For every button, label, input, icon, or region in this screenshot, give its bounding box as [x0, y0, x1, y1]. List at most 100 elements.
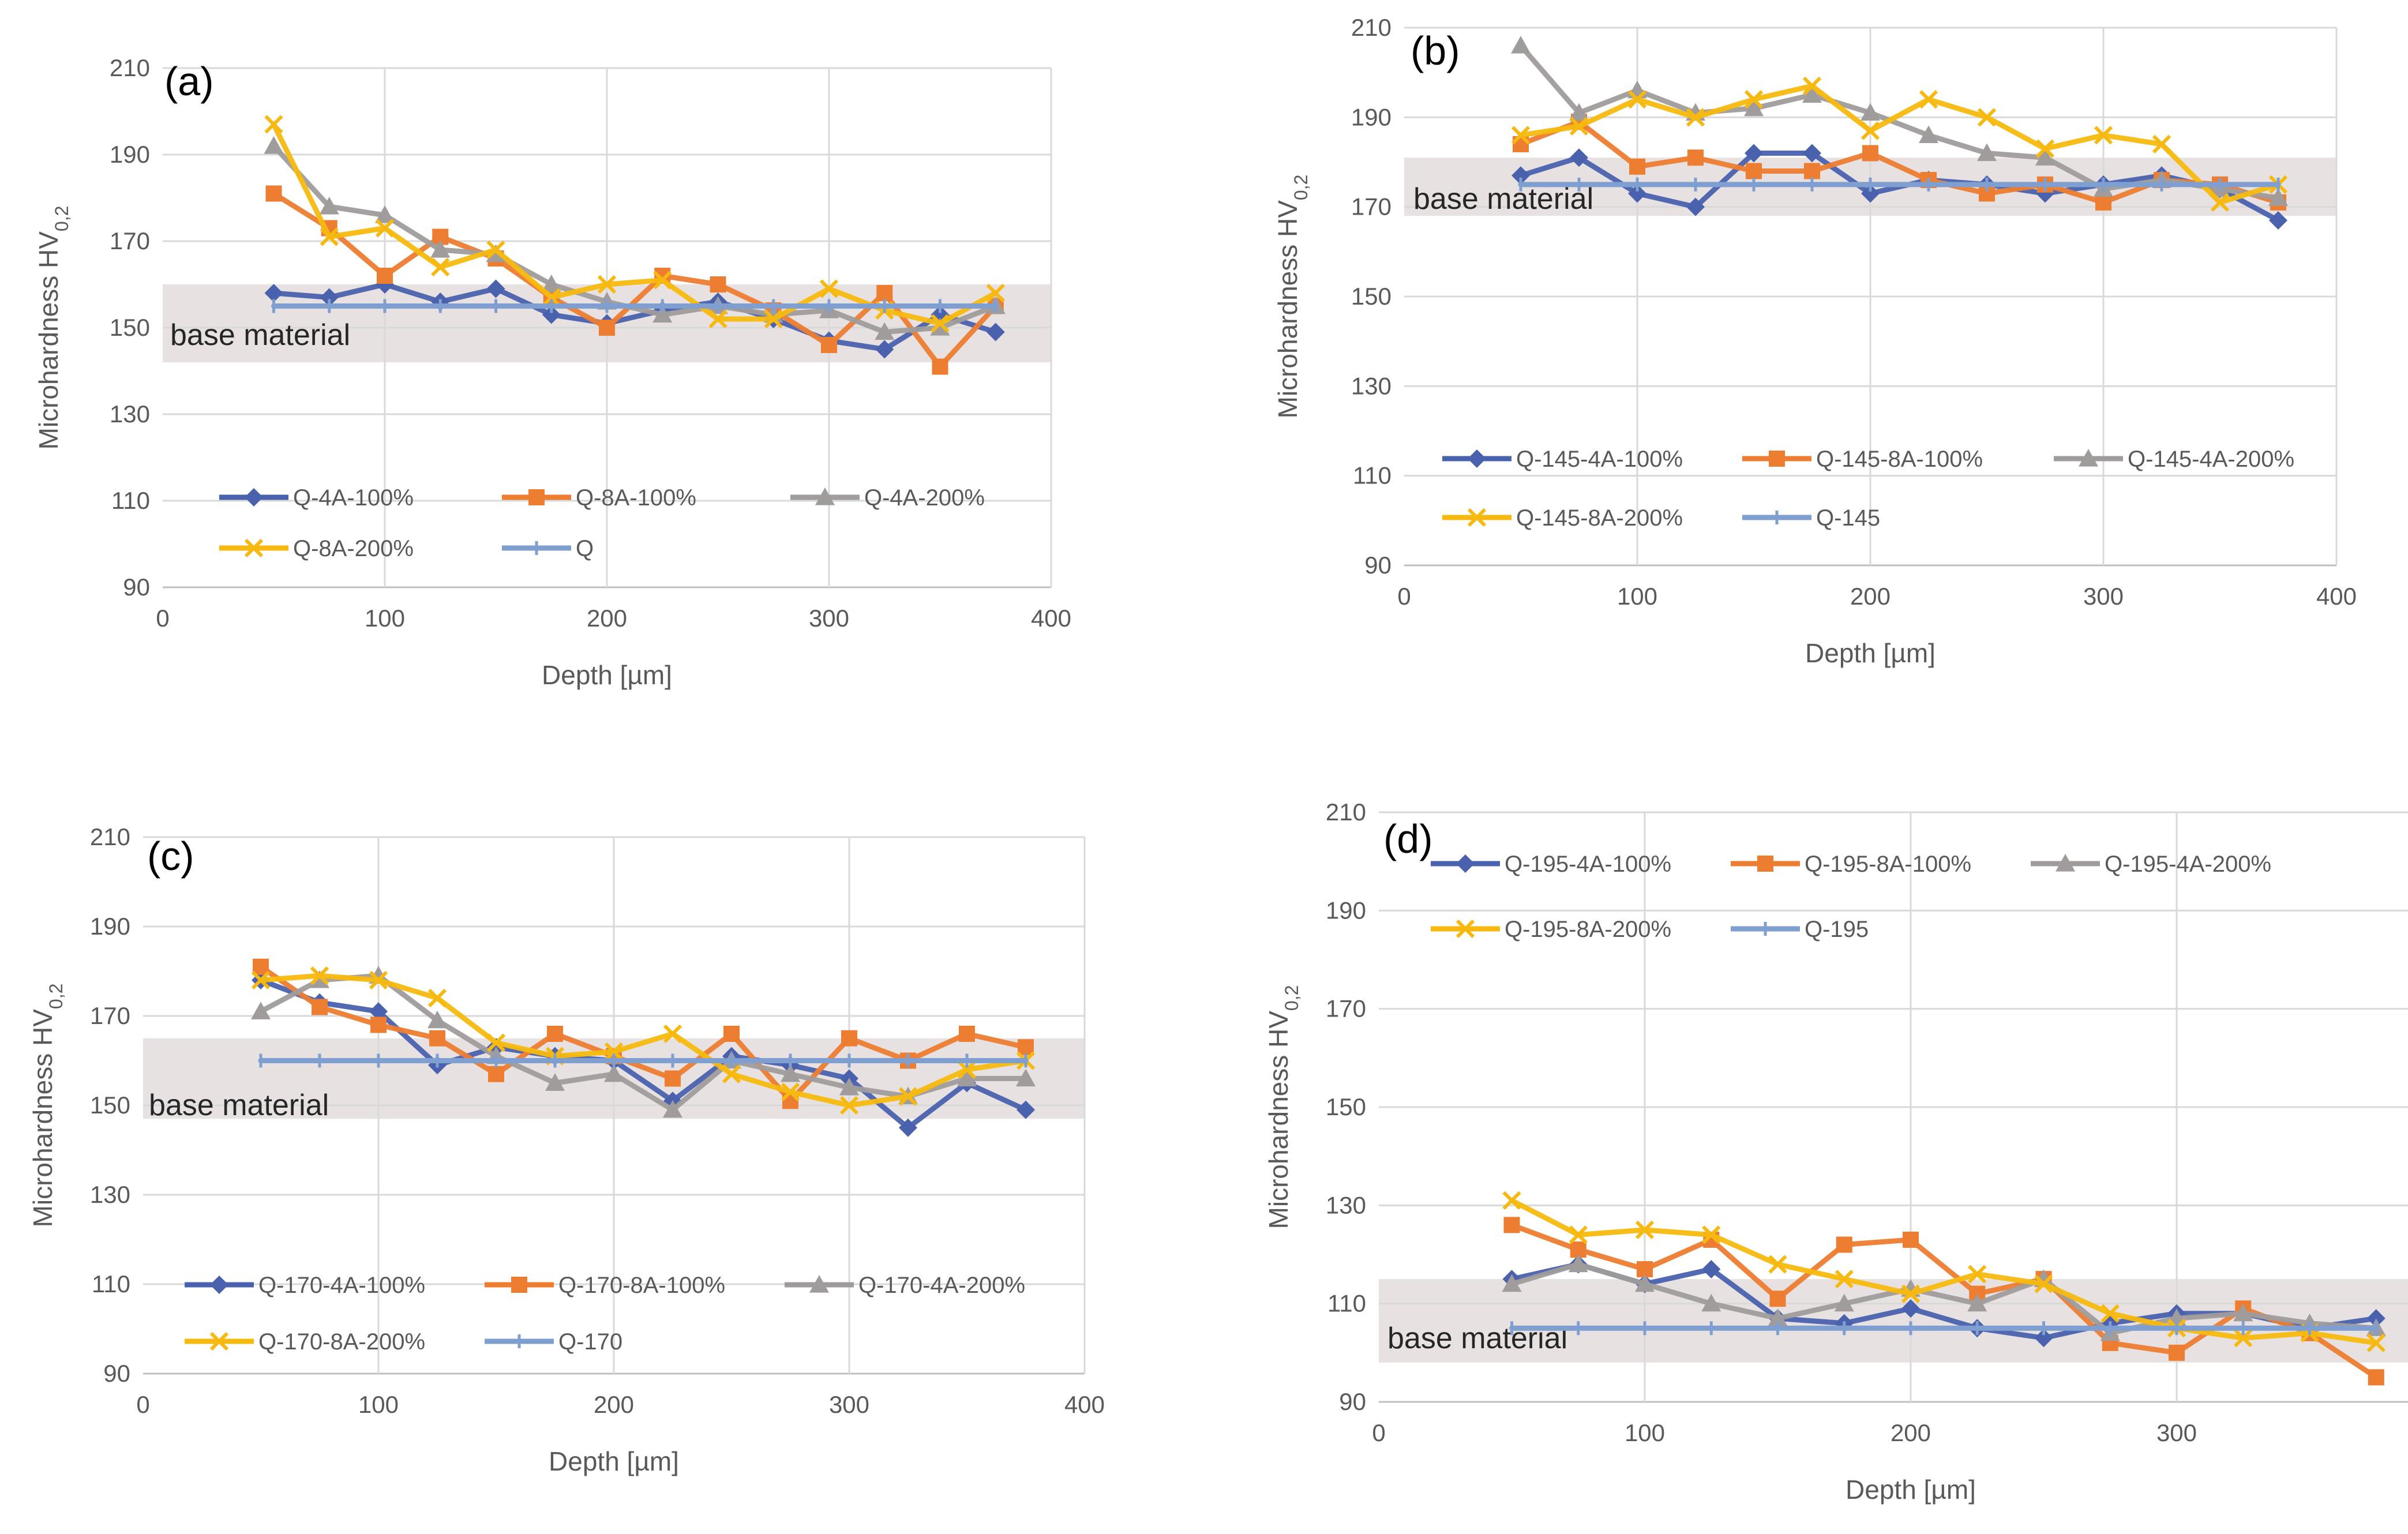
y-tick-label-d: 170	[1326, 995, 1366, 1022]
data-point-q-170-8a-200	[898, 1087, 918, 1106]
data-point-q-170-8a-100	[723, 1026, 740, 1042]
y-tick-label-c: 110	[92, 1270, 130, 1297]
x-tick-label-d: 100	[1625, 1419, 1665, 1446]
legend-label-q-145-4a-100: Q-145-4A-100%	[1516, 447, 1683, 472]
x-axis-title-b: Depth [µm]	[1805, 638, 1936, 668]
y-tick-label-c: 90	[103, 1360, 130, 1387]
data-point-q-170-8a-100	[841, 1030, 857, 1047]
data-point-q-195-4a-100	[2034, 1329, 2053, 1348]
y-tick-label-d: 110	[1327, 1290, 1366, 1317]
data-point-q-145-8a-200	[2035, 139, 2055, 158]
legend-marker-q-195-4a-100	[1456, 854, 1475, 873]
x-tick-label-b: 400	[2316, 583, 2357, 610]
data-point-q-170-8a-200	[427, 988, 447, 1008]
x-tick-label-c: 300	[829, 1391, 869, 1418]
x-tick-label-c: 400	[1064, 1391, 1105, 1418]
data-point-q-4a-200	[430, 240, 451, 258]
data-point-q-8a-100	[377, 268, 393, 284]
data-point-q-8a-200	[819, 279, 839, 298]
legend-marker-q-170-8a-100	[511, 1277, 527, 1293]
data-point-q-145-8a-200	[2152, 134, 2171, 154]
y-tick-label-a: 190	[110, 141, 150, 168]
data-point-q-195-8a-200	[1502, 1191, 1521, 1210]
y-axis-title-sub-b: 0,2	[1291, 175, 1311, 200]
legend-marker-q-145-8a-100	[1769, 451, 1785, 467]
x-tick-label-a: 200	[587, 605, 627, 632]
series-line-q-145-4a-200	[1518, 43, 2281, 201]
series-q	[271, 299, 999, 313]
y-tick-label-c: 130	[90, 1181, 130, 1208]
data-point-q-145-8a-100	[1687, 149, 1704, 166]
series-line-q-8a-100	[271, 191, 999, 369]
y-axis-title-c: Microhardness HV0,2	[28, 984, 66, 1228]
data-point-q-170-4a-200	[663, 1100, 682, 1118]
y-tick-label-d: 150	[1326, 1093, 1366, 1120]
data-point-q-8a-100	[710, 276, 726, 292]
data-point-q-145-4a-100	[1686, 197, 1705, 216]
panel-label-a: (a)	[164, 59, 214, 104]
data-point-q-8a-200	[986, 283, 1005, 303]
y-tick-label-c: 210	[90, 823, 130, 850]
legend-label-q-170-4a-200: Q-170-4A-200%	[858, 1273, 1025, 1298]
data-point-q-4a-100	[542, 305, 561, 324]
data-point-q-4a-200	[319, 197, 339, 215]
data-point-q-145-4a-200	[1861, 103, 1880, 121]
legend-label-q-195-8a-100: Q-195-8A-100%	[1805, 852, 1971, 877]
legend-marker-q-195-8a-200	[1456, 919, 1475, 939]
data-point-q-195-4a-200	[1967, 1293, 1987, 1312]
data-point-q-170-4a-100	[899, 1118, 917, 1137]
legend-label-q-170-4a-100: Q-170-4A-100%	[258, 1273, 425, 1298]
legend-label-q-195-8a-200: Q-195-8A-200%	[1505, 917, 1671, 942]
data-point-q-170-4a-200	[957, 1068, 977, 1087]
series-line-q-4a-100	[271, 282, 999, 352]
legend-marker-q-145-8a-200	[1467, 508, 1487, 527]
data-point-q-195-8a-200	[2101, 1304, 2120, 1323]
data-point-q-195-4a-200	[2233, 1303, 2253, 1322]
legend-marker-q-195-4a-200	[2056, 854, 2075, 872]
data-point-q-170-8a-200	[957, 1060, 977, 1079]
data-point-q-170-8a-200	[369, 970, 388, 990]
data-point-q-195-8a-200	[1901, 1284, 1921, 1303]
base-material-label-a: base material	[170, 318, 350, 352]
data-point-q-145-8a-200	[1744, 90, 1764, 109]
chart-panel-a: 90 110 130 150 170 190 210 0 100 200 300 400 Depth […	[0, 0, 1108, 715]
data-point-q-4a-100	[264, 284, 283, 302]
data-point-q-145-8a-200	[1802, 76, 1822, 96]
y-tick-label-a: 150	[110, 314, 150, 341]
legend-label-q-170-8a-100: Q-170-8A-100%	[558, 1273, 725, 1298]
data-point-q-145-4a-200	[1977, 143, 1997, 162]
y-tick-label-b: 170	[1351, 193, 1391, 220]
series-line-q-195-4a-200	[1509, 1262, 2379, 1336]
data-point-q-4a-100	[875, 340, 894, 359]
x-tick-label-b: 200	[1850, 583, 1891, 610]
data-point-q-4a-200	[930, 318, 950, 336]
legend-label-q-145-4a-200: Q-145-4A-200%	[2128, 447, 2294, 472]
data-point-q-4a-200	[375, 205, 395, 223]
data-point-q-170-8a-200	[839, 1096, 859, 1115]
series-line-q-145-8a-200	[1518, 83, 2281, 205]
data-point-q-145-8a-200	[2210, 193, 2230, 212]
legend-label-q-195: Q-195	[1805, 917, 1869, 942]
y-tick-label-b: 190	[1351, 103, 1391, 130]
legend-marker-q-4a-200	[815, 487, 835, 505]
data-point-q-8a-200	[375, 219, 395, 238]
data-point-q-195-8a-100	[2169, 1344, 2185, 1361]
y-axis-title-sub-c: 0,2	[46, 984, 66, 1009]
data-point-q-195-4a-200	[1568, 1254, 1588, 1273]
y-tick-label-c: 170	[90, 1002, 130, 1029]
data-point-q-8a-200	[931, 314, 950, 333]
data-point-q-145-4a-100	[1511, 166, 1530, 185]
series-q-195-8a-200	[1502, 1191, 2386, 1352]
data-point-q-145-8a-200	[1919, 90, 1938, 109]
y-tick-label-a: 170	[110, 227, 150, 254]
data-point-q-195-8a-200	[2366, 1333, 2386, 1352]
data-point-q-170-8a-100	[665, 1070, 681, 1087]
data-point-q-145-8a-200	[1569, 117, 1589, 136]
y-tick-label-a: 90	[123, 573, 150, 601]
data-point-q-195-8a-200	[1635, 1220, 1655, 1240]
x-tick-label-b: 100	[1617, 583, 1657, 610]
data-point-q-195-4a-100	[1702, 1260, 1721, 1279]
base-material-label-c: base material	[149, 1089, 329, 1122]
x-axis-title-a: Depth [µm]	[542, 660, 672, 690]
